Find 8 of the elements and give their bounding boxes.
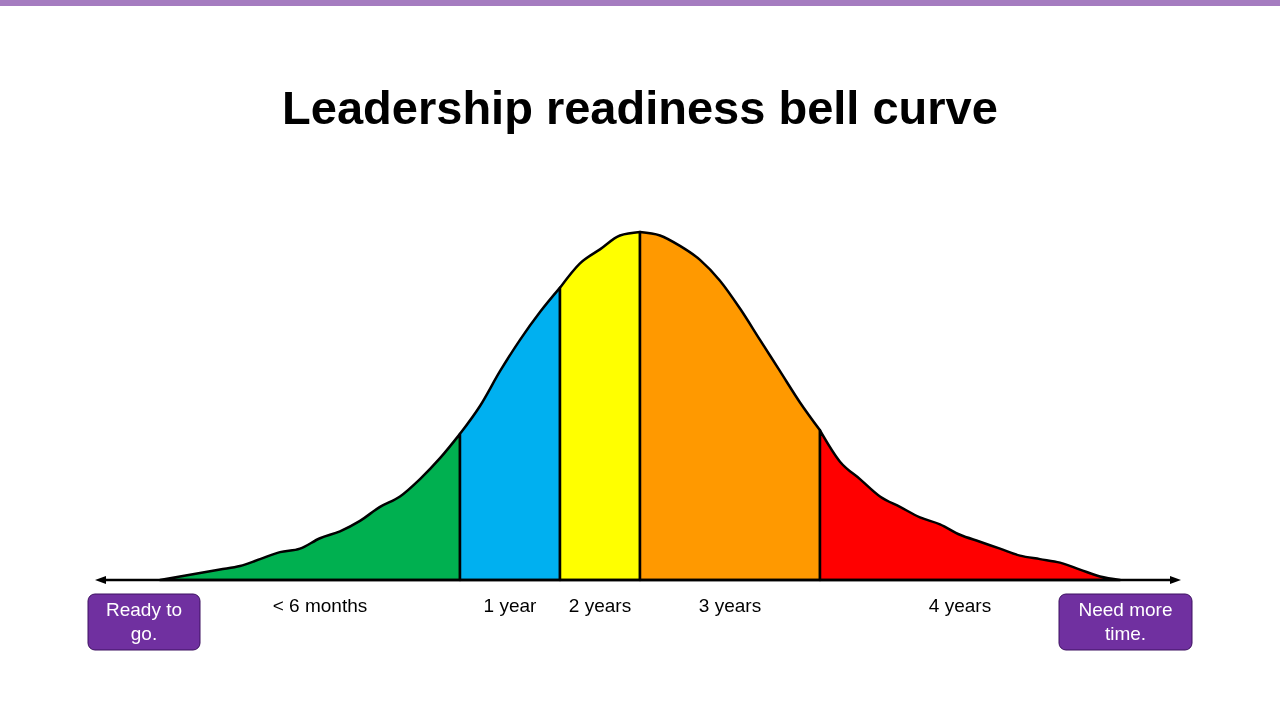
text: Need more time. (1059, 594, 1192, 650)
series-label: 3 years (698, 595, 762, 616)
chart-title: Leadership readiness bell curve (282, 81, 998, 134)
series-label: 2 years (568, 595, 632, 616)
series-label: 1 year (483, 595, 538, 616)
text: Ready to go. (88, 594, 200, 650)
series-label: < 6 months (272, 595, 368, 616)
series-label: 4 years (928, 595, 992, 616)
